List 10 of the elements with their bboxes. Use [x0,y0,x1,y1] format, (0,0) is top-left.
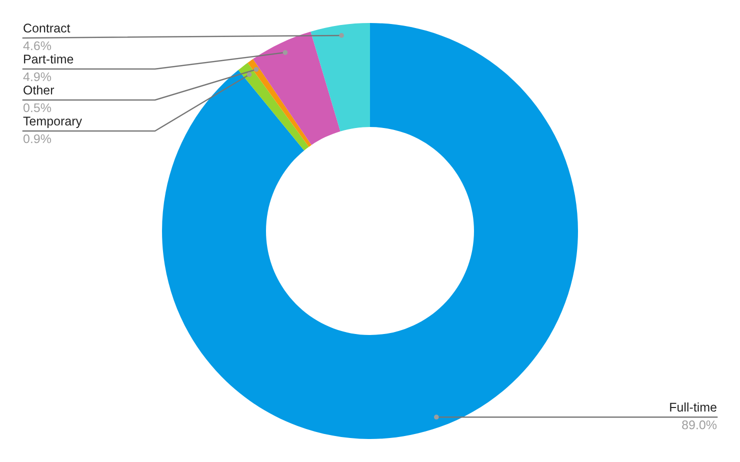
slice-label: Part-time [24,54,74,64]
data-label: 4.9% [23,72,52,82]
data-label: 0.9% [23,134,52,144]
data-label: 0.5% [23,103,52,112]
data-label: 4.6% [23,41,52,50]
slice-label: Contract [24,24,70,33]
slice-label: Other [24,85,54,95]
data-label: 89.0% [682,420,717,430]
slice-label: Full-time [670,402,716,412]
slice-label: Temporary [23,116,82,128]
